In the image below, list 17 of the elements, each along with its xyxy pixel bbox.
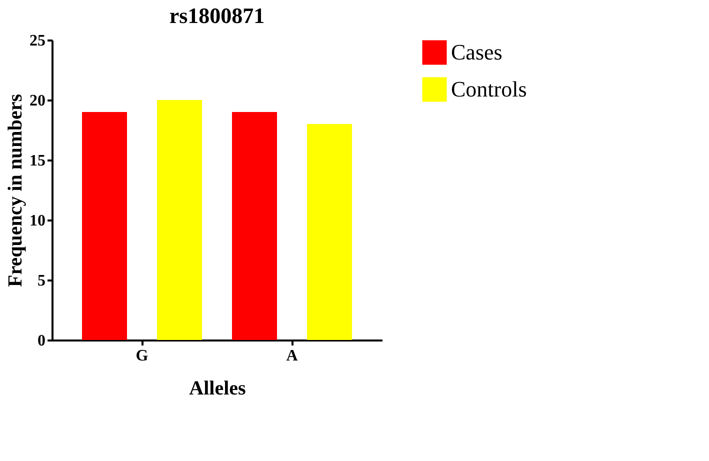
x-tick-label: A xyxy=(286,348,298,364)
chart-title: rs1800871 xyxy=(169,3,265,28)
bar xyxy=(307,124,352,340)
y-tick-label: 5 xyxy=(38,272,46,290)
y-tick-label: 10 xyxy=(30,212,46,230)
bar xyxy=(232,112,277,340)
y-tick-label: 15 xyxy=(30,152,46,170)
bar xyxy=(82,112,127,340)
legend-label: Controls xyxy=(451,76,527,102)
legend-label: Cases xyxy=(451,40,502,64)
x-axis-title: Alleles xyxy=(189,378,246,400)
y-axis-title: Frequency in numbers xyxy=(4,94,26,287)
x-tick-label: G xyxy=(136,348,149,364)
y-tick-label: 20 xyxy=(30,92,46,110)
y-tick-label: 25 xyxy=(30,32,46,50)
bar xyxy=(157,100,202,340)
y-tick-label: 0 xyxy=(38,332,46,350)
